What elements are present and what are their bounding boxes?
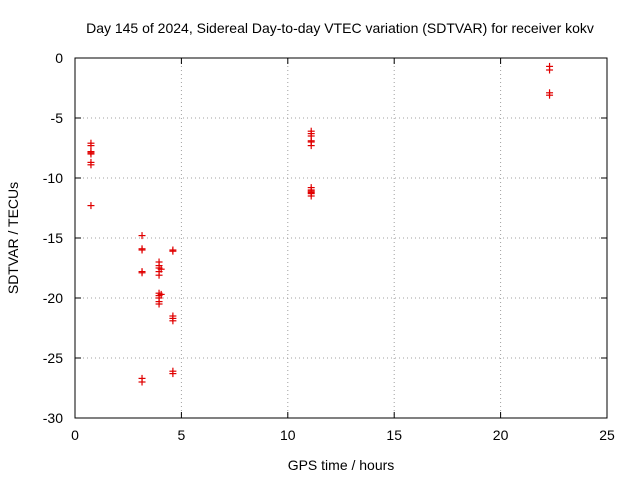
data-point bbox=[87, 142, 95, 150]
data-point bbox=[307, 142, 315, 150]
data-point bbox=[546, 91, 554, 99]
y-tick-label: -25 bbox=[43, 350, 63, 366]
data-point bbox=[157, 290, 165, 298]
data-point bbox=[138, 232, 146, 240]
x-axis-label: GPS time / hours bbox=[288, 457, 395, 473]
chart-title: Day 145 of 2024, Sidereal Day-to-day VTE… bbox=[86, 20, 594, 36]
data-point bbox=[155, 271, 163, 279]
x-tick-label: 15 bbox=[386, 427, 402, 443]
data-point bbox=[87, 161, 95, 169]
x-tick-label: 25 bbox=[599, 427, 615, 443]
points-layer bbox=[87, 62, 554, 386]
y-tick-label: -10 bbox=[43, 170, 63, 186]
x-tick-label: 0 bbox=[71, 427, 79, 443]
y-tick-label: -20 bbox=[43, 290, 63, 306]
x-tick-label: 10 bbox=[280, 427, 296, 443]
data-point bbox=[169, 247, 177, 255]
tick-layer: 0 5 10 15 20 25 0 -5 -10 -15 -20 -25 -30 bbox=[43, 50, 615, 443]
y-tick-label: 0 bbox=[55, 50, 63, 66]
data-point bbox=[546, 66, 554, 74]
data-point bbox=[157, 265, 165, 273]
plot-frame bbox=[74, 57, 608, 419]
data-point bbox=[138, 378, 146, 386]
data-point bbox=[87, 150, 95, 158]
y-tick-label: -5 bbox=[51, 110, 64, 126]
grid-layer bbox=[75, 58, 607, 418]
x-tick-label: 20 bbox=[493, 427, 509, 443]
y-tick-label: -30 bbox=[43, 410, 63, 426]
data-point bbox=[169, 370, 177, 378]
data-point bbox=[169, 317, 177, 325]
y-tick-label: -15 bbox=[43, 230, 63, 246]
x-tick-label: 5 bbox=[178, 427, 186, 443]
data-point bbox=[307, 192, 315, 200]
data-point bbox=[155, 300, 163, 308]
data-point bbox=[87, 202, 95, 210]
data-point bbox=[138, 269, 146, 277]
y-axis-label: SDTVAR / TECUs bbox=[5, 182, 21, 294]
data-point bbox=[138, 246, 146, 254]
